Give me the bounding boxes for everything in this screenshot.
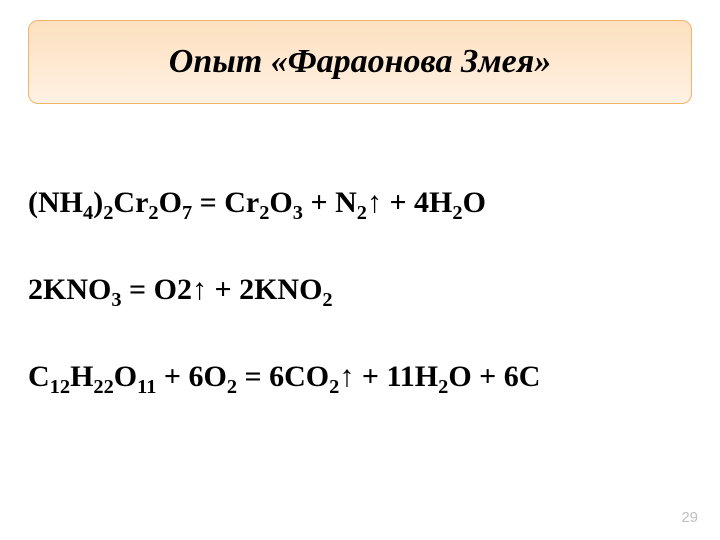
title-box: Опыт «Фараонова Змея» — [28, 20, 692, 104]
equation-1: (NH4)2Cr2O7 = Cr2O3 + N2↑ + 4H2O — [28, 186, 692, 219]
slide-title: Опыт «Фараонова Змея» — [169, 43, 551, 81]
equation-2: 2KNO3 = O2↑ + 2KNO2 — [28, 273, 692, 306]
equation-3: C12H22O11 + 6O2 = 6CO2↑ + 11H2O + 6C — [28, 360, 692, 393]
equations-block: (NH4)2Cr2O7 = Cr2O3 + N2↑ + 4H2O 2KNO3 =… — [28, 186, 692, 393]
page-number: 29 — [681, 509, 698, 526]
